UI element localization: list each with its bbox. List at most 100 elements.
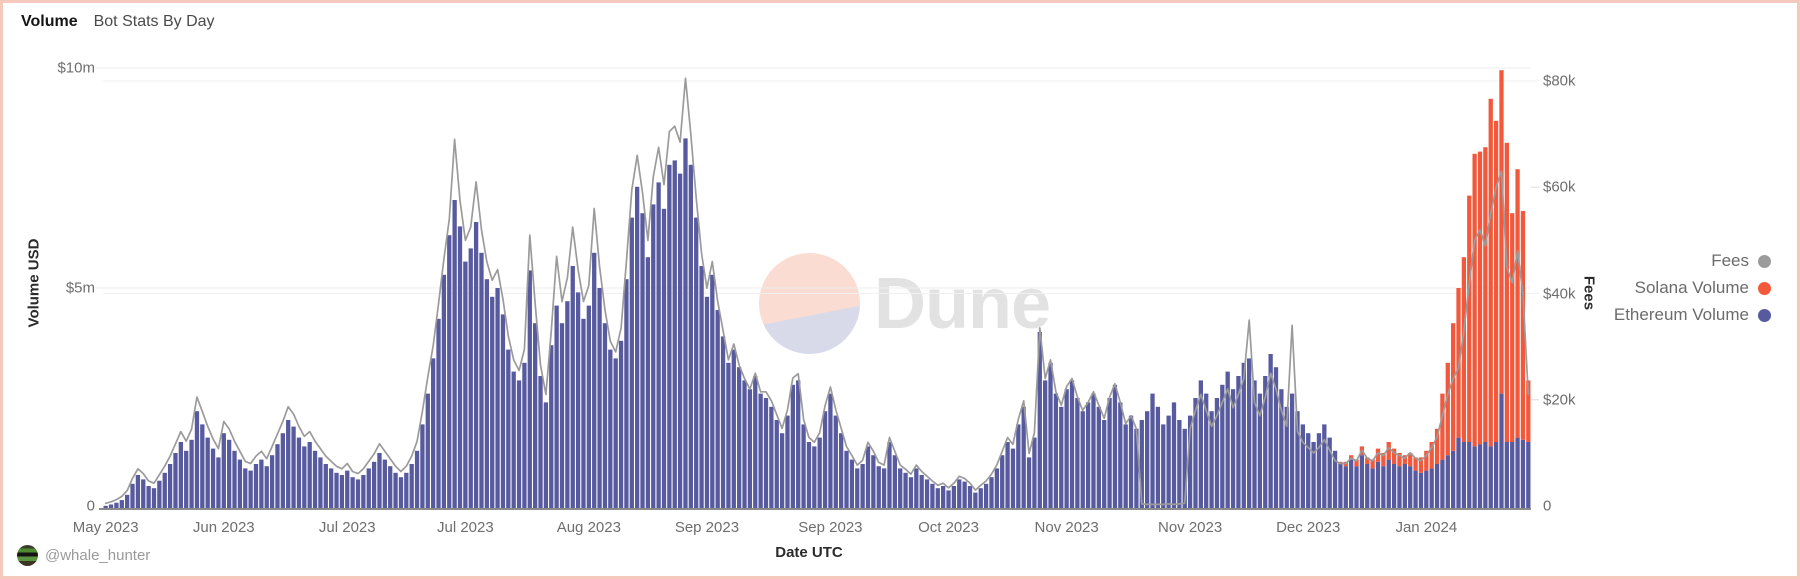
ethereum-volume-bar[interactable]	[1295, 411, 1300, 508]
ethereum-volume-bar[interactable]	[769, 406, 774, 508]
solana-volume-bar[interactable]	[1499, 70, 1504, 394]
ethereum-volume-bar[interactable]	[881, 468, 887, 508]
ethereum-volume-bar[interactable]	[312, 450, 318, 508]
ethereum-volume-bar[interactable]	[1359, 455, 1365, 508]
ethereum-volume-bar[interactable]	[549, 345, 554, 508]
solana-volume-bar[interactable]	[1408, 453, 1413, 467]
ethereum-volume-bar[interactable]	[618, 340, 624, 508]
ethereum-volume-bar[interactable]	[1338, 464, 1343, 508]
ethereum-volume-bar[interactable]	[1123, 424, 1128, 508]
ethereum-volume-bar[interactable]	[747, 389, 753, 508]
ethereum-volume-bar[interactable]	[533, 323, 538, 508]
ethereum-volume-bar[interactable]	[1026, 457, 1032, 508]
ethereum-volume-bar[interactable]	[1225, 371, 1230, 508]
ethereum-volume-bar[interactable]	[1467, 442, 1472, 508]
ethereum-volume-bar[interactable]	[1402, 464, 1407, 508]
ethereum-volume-bar[interactable]	[1085, 402, 1091, 508]
ethereum-volume-bar[interactable]	[1354, 466, 1359, 508]
ethereum-volume-bar[interactable]	[221, 433, 226, 508]
ethereum-volume-bar[interactable]	[1187, 415, 1193, 508]
ethereum-volume-bar[interactable]	[1236, 376, 1241, 508]
ethereum-volume-bar[interactable]	[1268, 354, 1273, 508]
ethereum-volume-bar[interactable]	[871, 455, 876, 508]
solana-volume-bar[interactable]	[1440, 393, 1445, 460]
ethereum-volume-bar[interactable]	[479, 252, 484, 508]
ethereum-volume-bar[interactable]	[586, 305, 591, 508]
ethereum-volume-bar[interactable]	[377, 453, 382, 508]
ethereum-volume-bar[interactable]	[661, 208, 667, 509]
solana-volume-bar[interactable]	[1434, 428, 1440, 464]
ethereum-volume-bar[interactable]	[345, 470, 350, 508]
legend-item-solana-volume[interactable]: Solana Volume	[1635, 278, 1771, 298]
ethereum-volume-bar[interactable]	[543, 402, 549, 508]
ethereum-volume-bar[interactable]	[1177, 420, 1182, 508]
ethereum-volume-bar[interactable]	[849, 459, 855, 508]
ethereum-volume-bar[interactable]	[135, 475, 141, 508]
ethereum-volume-bar[interactable]	[1434, 464, 1440, 508]
ethereum-volume-bar[interactable]	[839, 433, 844, 508]
ethereum-volume-bar[interactable]	[715, 310, 720, 508]
solana-volume-bar[interactable]	[1397, 453, 1402, 467]
ethereum-volume-bar[interactable]	[1032, 437, 1037, 508]
ethereum-volume-bar[interactable]	[1429, 468, 1434, 508]
ethereum-volume-bar[interactable]	[790, 384, 795, 508]
ethereum-volume-bar[interactable]	[216, 457, 221, 508]
ethereum-volume-bar[interactable]	[967, 486, 973, 508]
ethereum-volume-bar[interactable]	[635, 186, 640, 509]
ethereum-volume-bar[interactable]	[1477, 444, 1483, 508]
ethereum-volume-bar[interactable]	[640, 213, 645, 508]
ethereum-volume-bar[interactable]	[554, 305, 559, 508]
ethereum-volume-bar[interactable]	[1279, 389, 1284, 508]
ethereum-volume-bar[interactable]	[269, 455, 275, 508]
ethereum-volume-bar[interactable]	[264, 466, 269, 508]
ethereum-volume-bar[interactable]	[1483, 442, 1488, 508]
ethereum-volume-bar[interactable]	[538, 376, 543, 508]
ethereum-volume-bar[interactable]	[227, 439, 232, 508]
ethereum-volume-bar[interactable]	[130, 483, 135, 508]
ethereum-volume-bar[interactable]	[500, 314, 506, 508]
ethereum-volume-bar[interactable]	[592, 252, 597, 508]
ethereum-volume-bar[interactable]	[1102, 420, 1107, 508]
ethereum-volume-bar[interactable]	[210, 448, 216, 508]
ethereum-volume-bar[interactable]	[1139, 420, 1144, 508]
ethereum-volume-bar[interactable]	[1273, 367, 1279, 508]
ethereum-volume-bar[interactable]	[1021, 406, 1026, 508]
solana-volume-bar[interactable]	[1381, 453, 1386, 467]
ethereum-volume-bar[interactable]	[1456, 437, 1461, 508]
ethereum-volume-bar[interactable]	[855, 468, 860, 508]
ethereum-volume-bar[interactable]	[1504, 442, 1509, 508]
solana-volume-bar[interactable]	[1520, 211, 1526, 440]
ethereum-volume-bar[interactable]	[393, 472, 398, 508]
ethereum-volume-bar[interactable]	[1182, 428, 1187, 508]
ethereum-volume-bar[interactable]	[194, 411, 200, 508]
ethereum-volume-bar[interactable]	[167, 464, 173, 508]
ethereum-volume-bar[interactable]	[1037, 332, 1042, 508]
ethereum-volume-bar[interactable]	[731, 349, 736, 508]
solana-volume-bar[interactable]	[1483, 147, 1488, 442]
ethereum-volume-bar[interactable]	[329, 468, 334, 508]
ethereum-volume-bar[interactable]	[323, 464, 328, 508]
ethereum-volume-bar[interactable]	[431, 358, 436, 508]
ethereum-volume-bar[interactable]	[371, 461, 377, 508]
ethereum-volume-bar[interactable]	[876, 466, 881, 508]
ethereum-volume-bar[interactable]	[162, 472, 167, 508]
ethereum-volume-bar[interactable]	[1499, 393, 1504, 508]
ethereum-volume-bar[interactable]	[1332, 450, 1338, 508]
ethereum-volume-bar[interactable]	[339, 475, 345, 508]
ethereum-volume-bar[interactable]	[941, 486, 946, 508]
ethereum-volume-bar[interactable]	[414, 450, 420, 508]
ethereum-volume-bar[interactable]	[651, 204, 656, 508]
ethereum-volume-bar[interactable]	[398, 477, 404, 508]
ethereum-volume-bar[interactable]	[146, 486, 151, 508]
ethereum-volume-bar[interactable]	[119, 500, 124, 508]
ethereum-volume-bar[interactable]	[404, 472, 409, 508]
ethereum-volume-bar[interactable]	[366, 468, 371, 508]
ethereum-volume-bar[interactable]	[683, 138, 688, 508]
ethereum-volume-bar[interactable]	[280, 433, 285, 508]
ethereum-volume-bar[interactable]	[1193, 398, 1198, 508]
ethereum-volume-bar[interactable]	[699, 266, 704, 508]
ethereum-volume-bar[interactable]	[1349, 459, 1354, 508]
ethereum-volume-bar[interactable]	[286, 420, 291, 508]
ethereum-volume-bar[interactable]	[361, 475, 366, 508]
ethereum-volume-bar[interactable]	[1289, 393, 1295, 508]
